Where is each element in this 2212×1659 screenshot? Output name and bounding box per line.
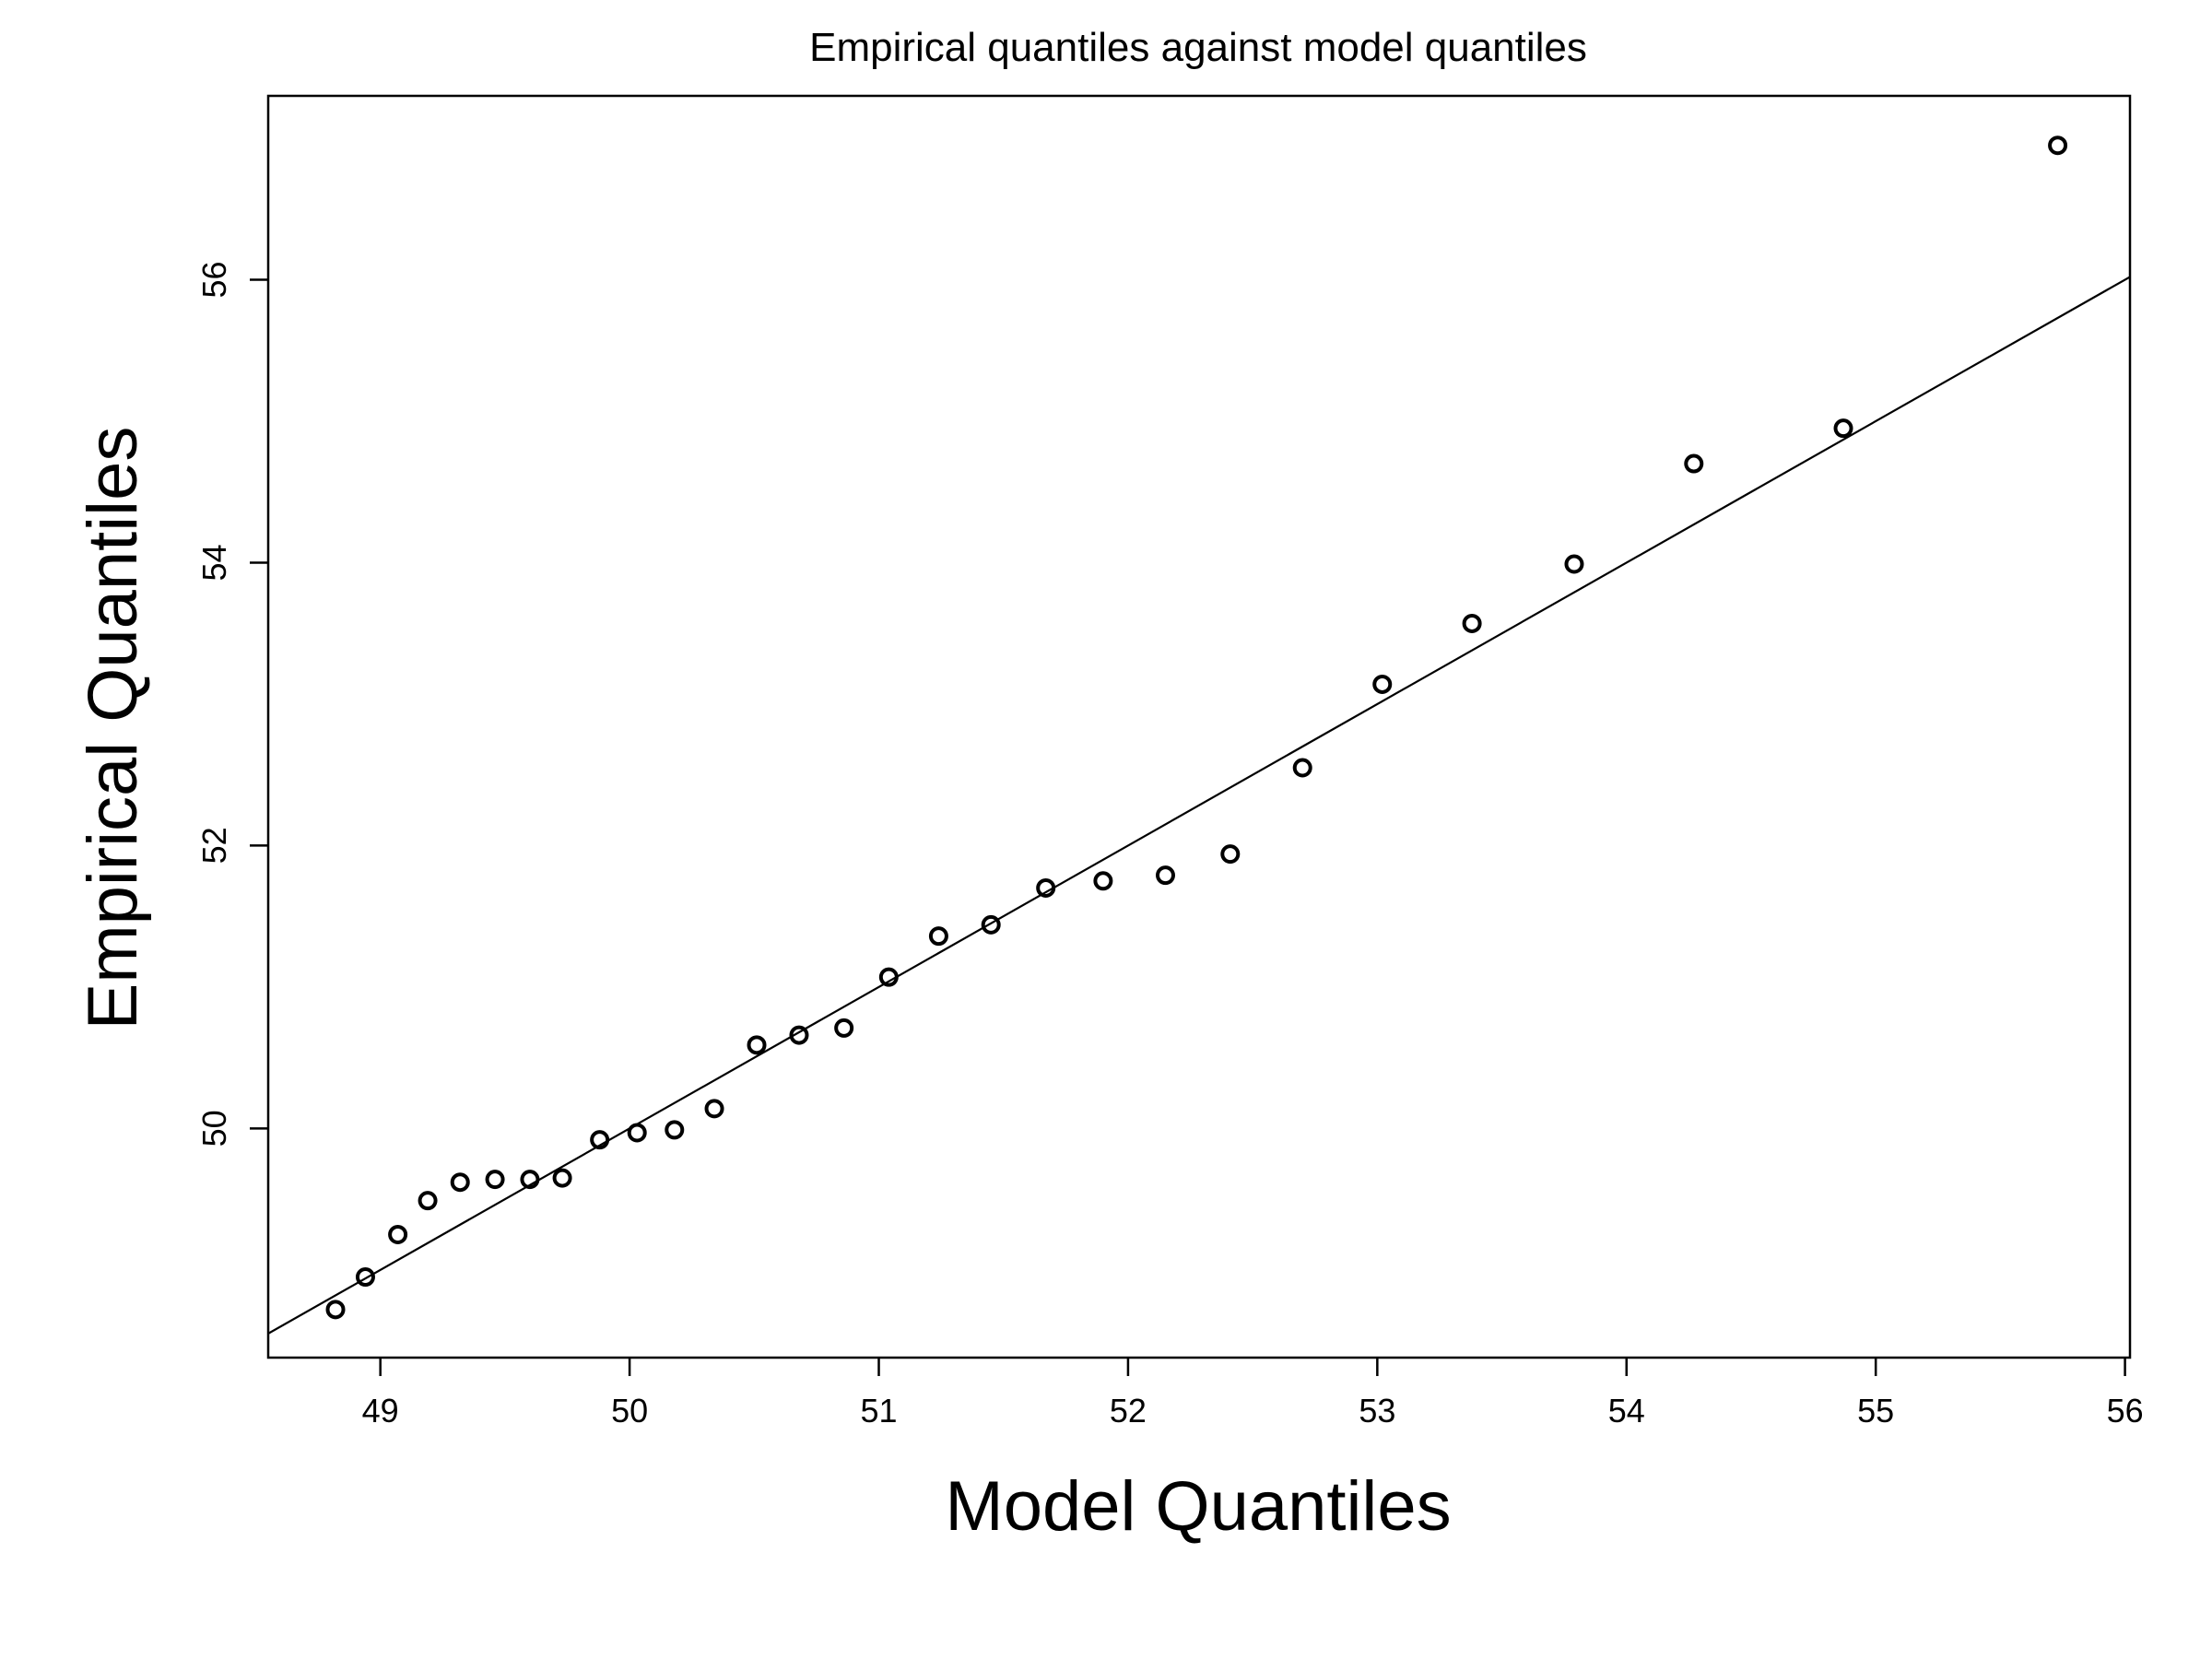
data-point-19 [1036,877,1056,898]
data-point-13 [747,1035,767,1055]
x-tick-label-50: 50 [611,1392,648,1430]
chart-title: Empirical quantiles against model quanti… [809,25,1587,70]
plot-frame [266,94,2132,1359]
x-tick-label-55: 55 [1857,1392,1894,1430]
data-point-3 [388,1224,408,1244]
data-point-29 [2048,135,2068,156]
data-point-9 [590,1130,610,1150]
data-point-10 [627,1123,647,1143]
data-point-5 [450,1172,470,1193]
data-point-6 [485,1170,505,1190]
x-tick-label-49: 49 [362,1392,399,1430]
x-tick-label-53: 53 [1359,1392,1395,1430]
data-point-8 [552,1168,572,1188]
data-point-23 [1292,758,1312,778]
data-point-7 [520,1170,540,1190]
data-point-1 [325,1300,346,1320]
data-point-2 [355,1267,375,1288]
data-point-16 [878,967,899,987]
data-point-11 [665,1120,685,1140]
x-axis-title: Model Quantiles [945,1467,1451,1546]
y-axis-title: Empirical Quantiles [74,427,152,1030]
data-point-22 [1220,844,1241,865]
data-point-27 [1684,453,1704,474]
data-point-24 [1372,674,1393,694]
x-tick-label-51: 51 [860,1392,897,1430]
reference-line [268,276,2130,1335]
data-point-18 [981,914,1001,935]
data-point-26 [1564,554,1584,574]
x-tick-label-54: 54 [1608,1392,1645,1430]
data-point-25 [1462,613,1482,633]
y-tick-label-52: 52 [195,827,233,864]
data-point-14 [789,1025,809,1045]
data-point-17 [928,926,948,947]
plot-area: 49 50 51 52 53 54 55 56 50 52 54 56 [195,94,2144,1430]
x-tick-label-52: 52 [1110,1392,1147,1430]
data-point-21 [1155,865,1175,886]
data-point-15 [834,1018,854,1038]
y-tick-label-56: 56 [195,261,233,298]
y-tick-label-50: 50 [195,1110,233,1147]
data-point-20 [1093,871,1113,891]
x-tick-label-56: 56 [2107,1392,2144,1430]
data-point-4 [418,1191,438,1211]
y-tick-label-54: 54 [195,544,233,581]
data-point-12 [704,1099,724,1119]
data-point-28 [1833,418,1853,439]
